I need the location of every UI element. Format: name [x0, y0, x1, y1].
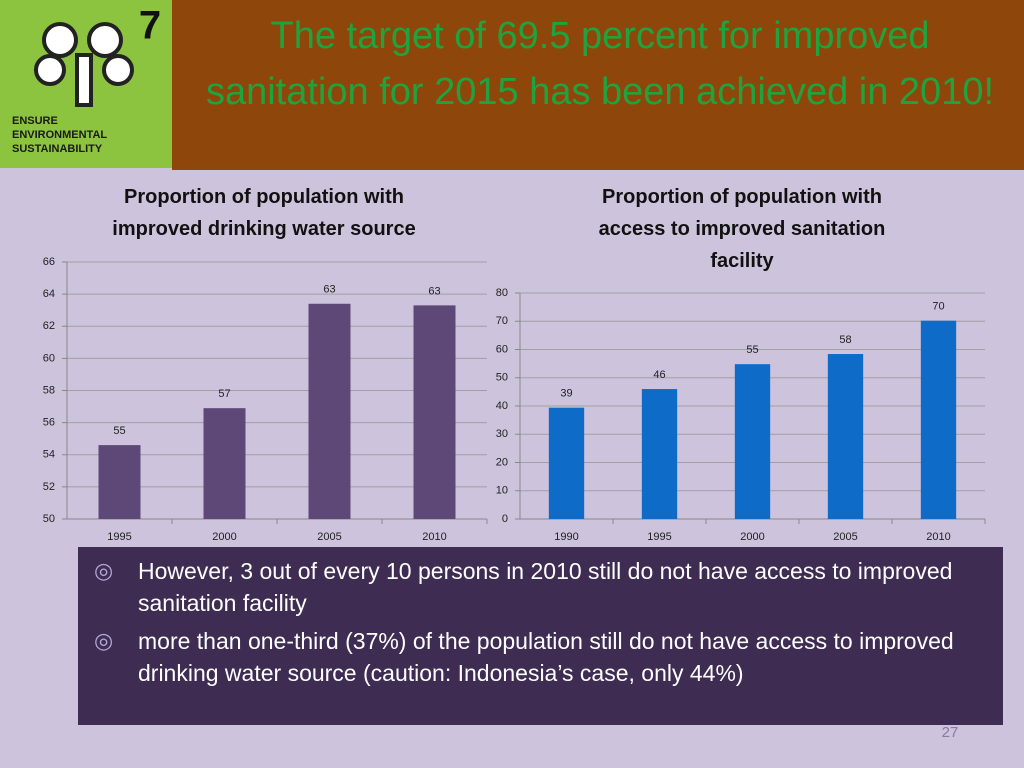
bar: [98, 445, 141, 519]
x-tick-label: 1995: [647, 531, 671, 543]
y-tick-label: 30: [496, 428, 508, 440]
page-number: 27: [941, 724, 959, 741]
x-tick-label: 2005: [317, 531, 341, 543]
x-tick-label: 2010: [422, 531, 446, 543]
bar: [641, 389, 678, 519]
y-tick-label: 58: [43, 384, 55, 396]
y-tick-label: 50: [496, 372, 508, 384]
y-tick-label: 0: [502, 513, 508, 525]
bar: [827, 354, 864, 519]
bar: [548, 407, 585, 519]
data-label: 46: [653, 369, 665, 381]
x-tick-label: 2000: [212, 531, 236, 543]
data-label: 63: [323, 284, 335, 296]
logo-text: ENSURE: [12, 115, 58, 127]
x-tick-label: 1995: [107, 531, 131, 543]
y-tick-label: 20: [496, 456, 508, 468]
data-label: 55: [746, 344, 758, 356]
y-tick-label: 50: [43, 513, 55, 525]
data-label: 39: [560, 388, 572, 400]
data-label: 57: [218, 388, 230, 400]
y-tick-label: 80: [496, 287, 508, 299]
data-label: 63: [428, 285, 440, 297]
bar: [920, 320, 957, 519]
chart-title: Proportion of population with improved d…: [112, 186, 416, 240]
y-tick-label: 52: [43, 481, 55, 493]
logo-text: SUSTAINABILITY: [12, 143, 103, 155]
data-label: 55: [113, 425, 125, 437]
bullet: However, 3 out of every 10 persons in 20…: [94, 555, 993, 619]
y-tick-label: 70: [496, 315, 508, 327]
logo-number: 7: [139, 4, 161, 48]
bar: [203, 408, 246, 519]
y-tick-label: 66: [43, 256, 55, 268]
logo-icon: [34, 22, 134, 107]
bullet: more than one-third (37%) of the populat…: [94, 625, 993, 689]
logo-text: ENVIRONMENTAL: [12, 129, 107, 141]
bar: [413, 305, 456, 519]
bullet-box: However, 3 out of every 10 persons in 20…: [78, 547, 1003, 725]
x-tick-label: 1990: [554, 531, 578, 543]
y-tick-label: 56: [43, 417, 55, 429]
data-label: 70: [932, 301, 944, 313]
y-tick-label: 60: [43, 352, 55, 364]
slide-title: The target of 69.5 percent for improved …: [205, 15, 995, 113]
data-label: 58: [839, 334, 851, 346]
title-banner: [172, 0, 1024, 170]
x-tick-label: 2000: [740, 531, 764, 543]
x-tick-label: 2010: [926, 531, 950, 543]
bullet-list: However, 3 out of every 10 persons in 20…: [78, 547, 1003, 689]
y-tick-label: 60: [496, 343, 508, 355]
y-tick-label: 62: [43, 320, 55, 332]
bar: [308, 303, 351, 519]
bar: [734, 364, 771, 519]
x-tick-label: 2005: [833, 531, 857, 543]
y-tick-label: 10: [496, 485, 508, 497]
y-tick-label: 64: [43, 288, 55, 300]
y-tick-label: 54: [43, 449, 55, 461]
y-tick-label: 40: [496, 400, 508, 412]
chart-title: Proportion of population with access to …: [598, 186, 886, 272]
